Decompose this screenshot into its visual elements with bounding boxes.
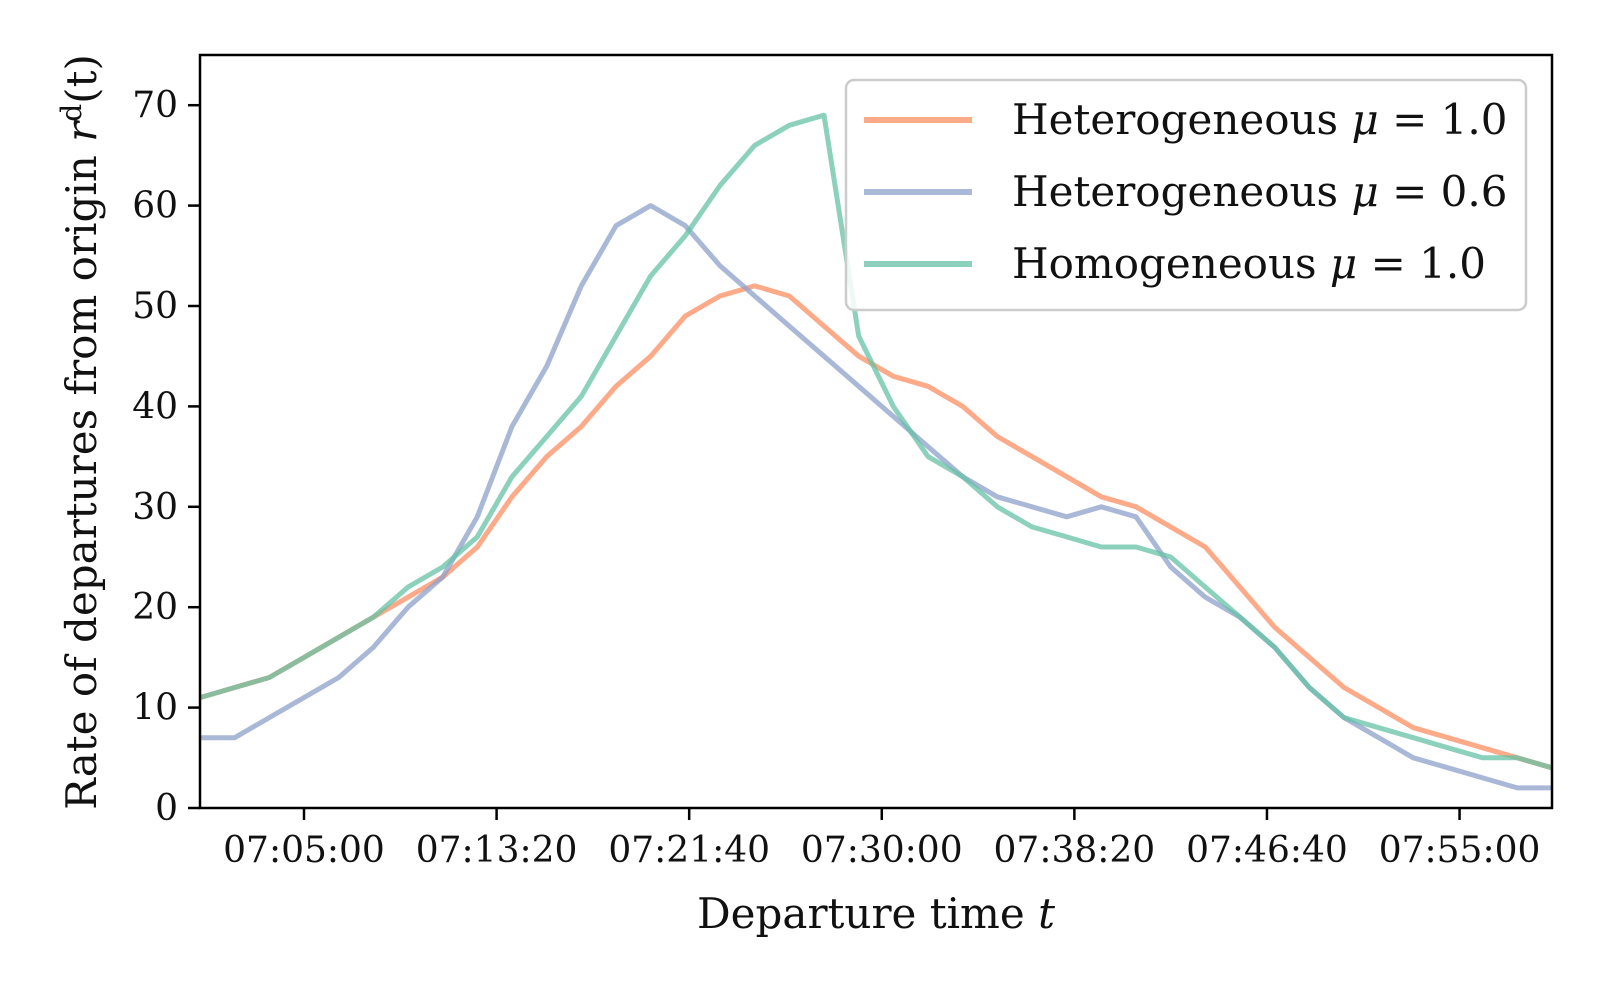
x-tick-label: 07:13:20 xyxy=(416,830,578,871)
y-tick-label: 40 xyxy=(132,386,178,427)
x-axis-label: Departure time t xyxy=(697,889,1055,938)
y-tick-label: 50 xyxy=(132,286,178,327)
series-layer xyxy=(199,112,1553,791)
y-axis-label: Rate of departures from origin rd(t) xyxy=(55,54,106,810)
legend-item: Heterogeneous μ = 0.6 xyxy=(864,167,1507,216)
axis-ticks: 07:05:00 07:13:20 07:21:40 07:30:00 07:38:20… xyxy=(132,85,1540,871)
x-tick-label: 07:38:20 xyxy=(994,830,1156,871)
y-tick-label: 70 xyxy=(132,85,178,126)
legend-box xyxy=(844,78,1528,312)
y-tick-label: 30 xyxy=(132,487,178,528)
legend-label: Homogeneous μ = 1.0 xyxy=(1012,239,1486,288)
y-tick-label: 20 xyxy=(132,587,178,628)
x-tick-label: 07:05:00 xyxy=(223,830,385,871)
legend-item: Heterogeneous μ = 1.0 xyxy=(864,95,1507,144)
x-tick-label: 07:55:00 xyxy=(1379,830,1541,871)
series-line-2 xyxy=(199,112,1553,771)
y-tick-label: 60 xyxy=(132,186,178,227)
y-tick-label: 0 xyxy=(155,788,178,829)
legend-label: Heterogeneous μ = 1.0 xyxy=(1012,95,1507,144)
legend-label: Heterogeneous μ = 0.6 xyxy=(1012,167,1507,216)
plot-frame xyxy=(198,53,1554,810)
legend-item: Homogeneous μ = 1.0 xyxy=(864,239,1486,288)
legend: Heterogeneous μ = 1.0 Heterogeneous μ = … xyxy=(844,78,1528,312)
x-tick-label: 07:46:40 xyxy=(1186,830,1348,871)
x-tick-label: 07:21:40 xyxy=(608,830,770,871)
x-tick-label: 07:30:00 xyxy=(801,830,963,871)
y-tick-label: 10 xyxy=(132,688,178,729)
